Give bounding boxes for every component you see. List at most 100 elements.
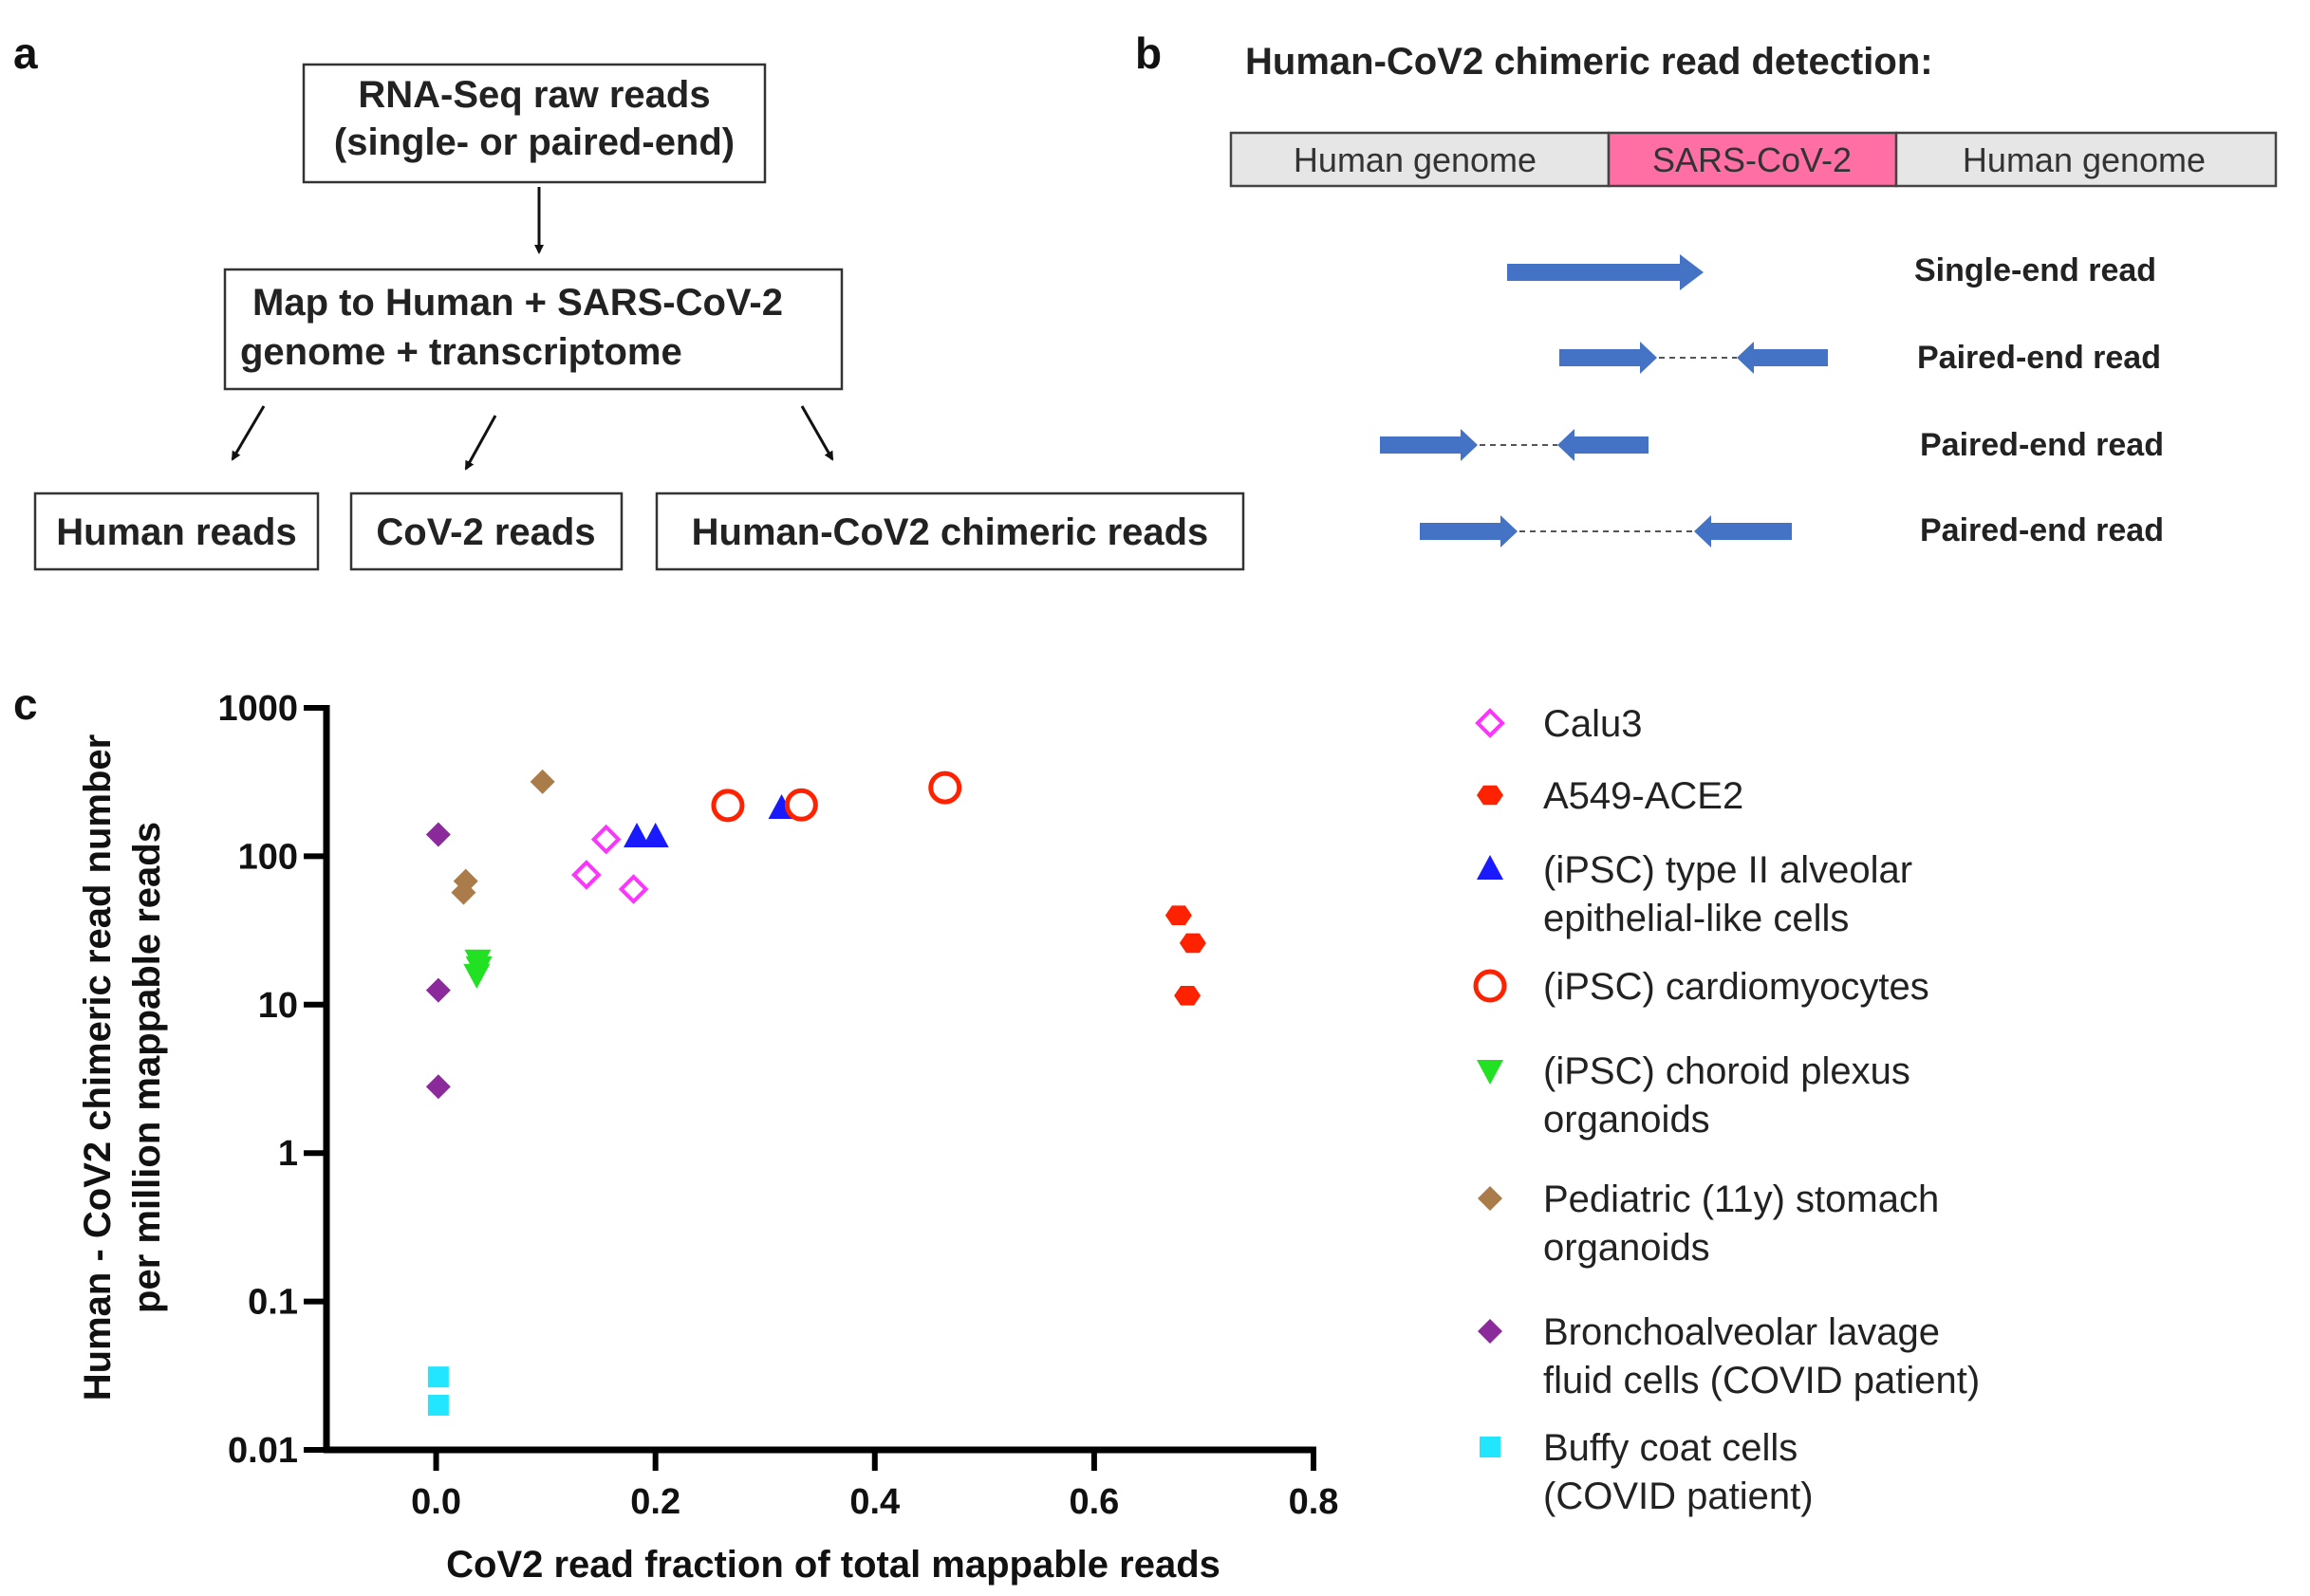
arrow-to-chimeric-reads xyxy=(800,405,834,461)
raw-reads-line-1: RNA-Seq raw reads xyxy=(358,74,710,116)
y-tick-label: 0.01 xyxy=(228,1431,298,1471)
legend-label: (iPSC) choroid plexus xyxy=(1543,1050,1910,1092)
legend-label: epithelial-like cells xyxy=(1543,898,1849,939)
x-tick-label: 0.2 xyxy=(630,1482,680,1522)
x-tick-label: 0.0 xyxy=(411,1482,461,1522)
legend-label: Calu3 xyxy=(1543,703,1643,745)
legend-label: (iPSC) cardiomyocytes xyxy=(1543,966,1929,1008)
legend-marker xyxy=(1475,708,1505,738)
y-tick-label: 0.1 xyxy=(248,1283,298,1323)
legend-label: (COVID patient) xyxy=(1543,1475,1814,1517)
y-tick-label: 100 xyxy=(238,837,298,877)
arrow-to-human-reads xyxy=(231,405,266,461)
human-reads-box xyxy=(33,492,320,571)
series-bronchoalveolar-lavage-fluid-cells-covid-patient xyxy=(425,822,451,1100)
read-label-single-end: Single-end read xyxy=(1914,252,2156,288)
legend-label: Buffy coat cells xyxy=(1543,1427,1798,1469)
paired-end-read-glyph-3 xyxy=(1420,515,1792,547)
data-point xyxy=(624,823,651,848)
series-ipsc-type-ii-alveolar-epithelial-like-cells xyxy=(624,794,795,848)
legend-label: organoids xyxy=(1543,1227,1710,1269)
data-point xyxy=(571,860,602,890)
y-tick-label: 1000 xyxy=(217,689,298,729)
human-genome-label-right: Human genome xyxy=(1963,140,2206,179)
series-a549-ace2 xyxy=(1164,905,1206,1006)
data-point xyxy=(928,770,962,805)
legend-label: Bronchoalveolar lavage xyxy=(1543,1311,1940,1353)
paired-end-read-glyph-2 xyxy=(1380,429,1649,461)
panel-a: a RNA-Seq raw reads (single- or paired-e… xyxy=(13,28,1245,571)
series-pediatric-11y-stomach-organoids xyxy=(451,769,555,905)
legend-item: (iPSC) cardiomyocytes xyxy=(1473,966,1929,1008)
data-point xyxy=(427,1366,449,1388)
data-point xyxy=(642,823,669,848)
arrow-to-cov2-reads xyxy=(464,415,497,471)
data-point xyxy=(425,822,451,847)
chimeric-reads-box xyxy=(655,492,1245,571)
single-end-read-glyph xyxy=(1507,254,1704,290)
x-axis-title: CoV2 read fraction of total mappable rea… xyxy=(446,1544,1220,1586)
data-point xyxy=(1179,933,1206,954)
read-label-paired-end-3: Paired-end read xyxy=(1920,512,2164,548)
data-point xyxy=(465,956,493,981)
series-buffy-coat-cells-covid-patient xyxy=(427,1366,449,1416)
legend-item: Buffy coat cells (COVID patient) xyxy=(1480,1427,1814,1517)
human-reads-label: Human reads xyxy=(56,511,296,553)
x-tick-label: 0.6 xyxy=(1069,1482,1119,1522)
data-point xyxy=(425,977,451,1003)
chimeric-reads-label: Human-CoV2 chimeric reads xyxy=(692,511,1209,553)
human-genome-label-left: Human genome xyxy=(1294,140,1537,179)
y-axis-title-line-2: per million mappable reads xyxy=(126,822,168,1313)
legend-label: A549-ACE2 xyxy=(1543,775,1743,817)
y-tick-label: 10 xyxy=(258,986,298,1026)
legend-item: Pediatric (11y) stomach organoids xyxy=(1478,1178,1939,1269)
panel-letter-b: b xyxy=(1135,28,1162,78)
single-end-read-arrow xyxy=(1507,254,1704,290)
data-point xyxy=(530,769,555,794)
data-points xyxy=(425,769,1206,1416)
series-ipsc-choroid-plexus-organoids xyxy=(463,949,493,989)
paired-end-read-glyph-1 xyxy=(1559,342,1828,374)
y-axis-title: Human - CoV2 chimeric read number per mi… xyxy=(77,734,168,1401)
legend-label: organoids xyxy=(1543,1099,1710,1141)
series-ipsc-cardiomyocytes xyxy=(711,770,962,823)
scatter-plot: 1000 100 10 1 0.1 0.01 0.0 0.2 0.4 0.6 0.8 CoV2 r… xyxy=(77,689,1338,1586)
y-tick-label: 1 xyxy=(278,1134,298,1174)
raw-reads-box xyxy=(302,63,767,184)
data-point xyxy=(784,788,818,822)
mapping-line-2: genome + transcriptome xyxy=(240,331,682,373)
read-label-paired-end-2: Paired-end read xyxy=(1920,427,2164,463)
panel-c: c 1000 100 10 1 0.1 0.01 0.0 0.2 0.4 0.6 0.8 CoV2… xyxy=(13,679,1980,1586)
legend-item: (iPSC) type II alveolar epithelial-like c… xyxy=(1477,849,1912,939)
sars-cov2-label: SARS-CoV-2 xyxy=(1652,140,1852,179)
legend-marker xyxy=(1477,785,1503,806)
data-point xyxy=(1164,905,1192,925)
data-point xyxy=(618,874,649,904)
data-point xyxy=(427,1394,449,1416)
read-label-paired-end-1: Paired-end read xyxy=(1917,340,2161,376)
legend-marker xyxy=(1478,1319,1502,1344)
x-ticks: 0.0 0.2 0.4 0.6 0.8 xyxy=(411,1450,1338,1522)
paired-read-2-forward-arrow xyxy=(1380,429,1478,461)
legend-item: (iPSC) choroid plexus organoids xyxy=(1477,1050,1910,1141)
legend: Calu3 A549-ACE2 (iPSC) type II alveolar epi… xyxy=(1473,703,1980,1517)
legend-item: Calu3 xyxy=(1475,703,1643,745)
data-point xyxy=(425,1074,451,1100)
paired-read-2-reverse-arrow xyxy=(1557,429,1649,461)
x-tick-label: 0.4 xyxy=(849,1482,900,1522)
cov2-reads-box xyxy=(349,492,624,571)
data-point xyxy=(711,789,745,823)
data-point xyxy=(451,880,476,905)
legend-marker xyxy=(1473,969,1507,1003)
legend-marker xyxy=(1480,1437,1500,1457)
mapping-box xyxy=(223,268,844,391)
legend-label: fluid cells (COVID patient) xyxy=(1543,1360,1980,1401)
y-axis-title-line-1: Human - CoV2 chimeric read number xyxy=(77,734,119,1401)
raw-reads-line-2: (single- or paired-end) xyxy=(334,121,735,163)
legend-marker xyxy=(1478,1186,1502,1211)
paired-read-3-reverse-arrow xyxy=(1694,515,1792,547)
legend-label: Pediatric (11y) stomach xyxy=(1543,1178,1939,1220)
paired-read-1-forward-arrow xyxy=(1559,342,1657,374)
cov2-reads-label: CoV-2 reads xyxy=(376,511,595,553)
